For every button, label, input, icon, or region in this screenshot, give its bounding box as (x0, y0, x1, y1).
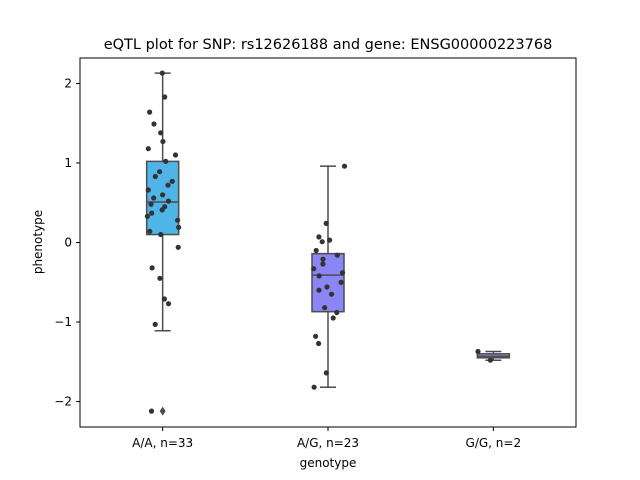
data-point (159, 207, 165, 213)
data-point (328, 291, 335, 297)
x-axis: A/A, n=33 A/G, n=23 G/G, n=2 (132, 427, 521, 450)
data-point (341, 163, 348, 169)
data-point (165, 301, 172, 307)
data-point (176, 224, 182, 230)
data-point (147, 109, 153, 115)
data-point (311, 266, 317, 272)
y-tick-label: 0 (64, 236, 72, 250)
data-point (145, 146, 151, 152)
data-point (334, 309, 340, 316)
data-point (169, 178, 175, 184)
chart-title: eQTL plot for SNP: rs12626188 and gene: … (104, 37, 553, 53)
x-tick-label: A/G, n=23 (297, 436, 359, 450)
data-point (152, 173, 158, 180)
y-tick-label: 1 (64, 156, 72, 170)
data-point (147, 228, 153, 234)
data-point (316, 287, 322, 293)
data-point (157, 275, 163, 281)
data-point (487, 357, 493, 363)
data-point (159, 70, 165, 76)
data-point (320, 256, 326, 262)
data-point (316, 340, 322, 347)
data-point (319, 239, 325, 245)
x-tick-label: G/G, n=2 (466, 436, 522, 450)
data-point (160, 192, 166, 198)
data-point (162, 94, 168, 100)
data-point (323, 370, 329, 376)
data-point (151, 195, 157, 201)
y-axis-label: phenotype (31, 210, 45, 274)
data-point (144, 213, 150, 219)
data-point (148, 408, 155, 414)
y-tick-label: −2 (54, 395, 72, 409)
data-point (316, 234, 322, 240)
points-layer (144, 70, 493, 414)
data-point (330, 315, 336, 321)
data-point (320, 261, 326, 267)
data-point (149, 210, 155, 216)
data-point (475, 348, 481, 355)
data-point (175, 217, 181, 223)
y-axis: 2 1 0 −1 −2 (54, 76, 80, 409)
y-tick-label: −1 (54, 315, 72, 329)
data-point (160, 138, 166, 145)
data-point (152, 321, 158, 327)
data-point (163, 158, 169, 164)
plot-frame (79, 57, 577, 428)
box-group (476, 350, 511, 361)
data-point (161, 296, 167, 302)
data-point (149, 265, 155, 271)
data-point (158, 231, 164, 238)
x-tick-label: A/A, n=33 (132, 436, 193, 450)
data-point (313, 333, 319, 339)
data-point (339, 270, 346, 276)
data-point (158, 130, 164, 136)
data-point (175, 244, 181, 250)
data-point (324, 284, 330, 290)
data-point (165, 198, 172, 204)
data-point (157, 169, 163, 175)
data-point (172, 152, 179, 158)
outlier-marker (159, 406, 166, 416)
data-point (148, 201, 154, 207)
data-point (338, 279, 344, 285)
data-point (151, 121, 157, 127)
data-point (323, 220, 329, 226)
data-point (322, 305, 328, 311)
data-point (165, 182, 171, 188)
data-point (145, 187, 151, 193)
data-point (313, 247, 319, 254)
x-axis-label: genotype (300, 456, 357, 470)
data-point (316, 273, 322, 279)
data-point (311, 384, 317, 390)
data-point (327, 237, 333, 243)
y-tick-label: 2 (64, 76, 72, 90)
data-point (334, 252, 340, 258)
